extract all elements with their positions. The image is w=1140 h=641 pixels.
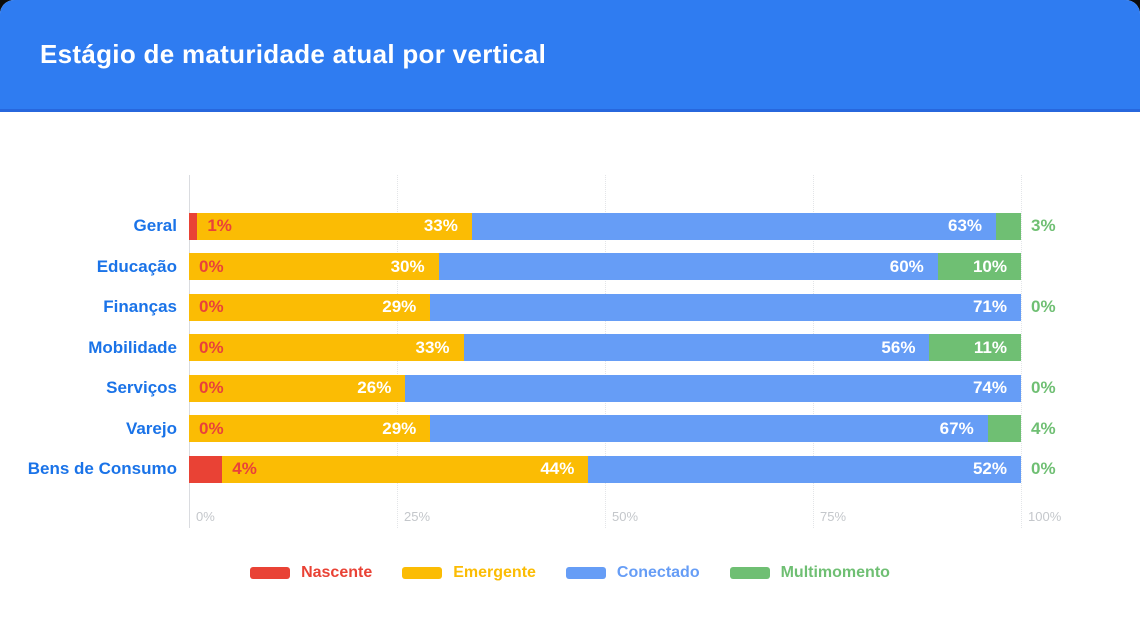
segment-emergente: 0% 33% xyxy=(189,334,464,362)
axis-tick-label: 0% xyxy=(196,509,215,524)
segment-nascente xyxy=(189,455,223,483)
value-label-conectado: 56% xyxy=(881,337,916,357)
bar-track: 1% 33% 63% 3% xyxy=(189,212,1056,240)
value-label-nascente: 1% xyxy=(207,216,232,236)
segment-emergente: 1% 33% xyxy=(197,212,472,240)
legend-item-multimomento: Multimomento xyxy=(729,564,890,582)
value-label-multimomento: 11% xyxy=(973,337,1007,357)
category-label: Serviços xyxy=(106,378,177,398)
value-label-emergente: 29% xyxy=(382,297,417,317)
segment-emergente: 4% 44% xyxy=(222,455,589,483)
category-label: Bens de Consumo xyxy=(27,459,177,479)
segment-multimomento xyxy=(987,415,1021,443)
bar-row: Varejo 0% 29% 67% 4% xyxy=(126,409,1056,450)
legend-item-conectado: Conectado xyxy=(565,564,700,582)
segment-multimomento: 10% xyxy=(937,253,1021,281)
value-label-emergente: 29% xyxy=(382,418,417,438)
bar-row: Finanças 0% 29% 71% 0% xyxy=(103,287,1056,328)
value-label-conectado: 60% xyxy=(889,256,924,276)
legend-swatch xyxy=(250,567,291,579)
value-label-emergente: 44% xyxy=(540,459,575,479)
bar-row: Educação 0% 30% 60% 10% xyxy=(97,247,1021,288)
value-label-emergente: 26% xyxy=(357,378,392,398)
segment-conectado: 74% xyxy=(405,374,1021,402)
legend-swatch xyxy=(729,567,770,579)
legend: Nascente Emergente Conectado Multimomento xyxy=(0,564,1140,582)
bar-track: 0% 29% 67% 4% xyxy=(189,415,1056,443)
bar-track: 4% 44% 52% 0% xyxy=(189,455,1056,483)
page-title: Estágio de maturidade atual por vertical xyxy=(40,39,547,69)
axis-tick-label: 100% xyxy=(1028,509,1062,524)
value-label-emergente: 33% xyxy=(415,337,450,357)
bar-track: 0% 33% 56% 11% xyxy=(189,334,1021,362)
title-banner: Estágio de maturidade atual por vertical xyxy=(0,0,1140,112)
value-label-nascente: 0% xyxy=(199,297,224,317)
gridline xyxy=(1021,175,1022,528)
bar-row: Serviços 0% 26% 74% 0% xyxy=(106,368,1056,409)
value-label-nascente: 0% xyxy=(199,256,224,276)
category-label: Finanças xyxy=(103,297,177,317)
legend-label: Nascente xyxy=(301,564,373,581)
segment-conectado: 71% xyxy=(430,293,1021,321)
bar-row: Mobilidade 0% 33% 56% 11% xyxy=(88,328,1021,369)
value-label-multimomento: 10% xyxy=(972,256,1007,276)
legend-label: Emergente xyxy=(453,564,536,581)
bar-track: 0% 29% 71% 0% xyxy=(189,293,1056,321)
axis-tick-label: 50% xyxy=(612,509,639,524)
value-label-emergente: 30% xyxy=(390,256,425,276)
legend-swatch xyxy=(402,567,443,579)
segment-conectado: 67% xyxy=(430,415,988,443)
segment-multimomento: 11% xyxy=(929,334,1021,362)
segment-conectado: 56% xyxy=(463,334,930,362)
value-label-emergente: 33% xyxy=(423,216,458,236)
segment-nascente xyxy=(189,212,198,240)
category-label: Geral xyxy=(133,216,177,236)
segment-emergente: 0% 26% xyxy=(189,374,406,402)
value-label-nascente: 0% xyxy=(199,418,224,438)
value-label-multimomento: 4% xyxy=(1031,418,1056,438)
value-label-conectado: 74% xyxy=(972,378,1007,398)
value-label-conectado: 63% xyxy=(947,216,983,236)
value-label-conectado: 52% xyxy=(972,459,1007,479)
legend-item-nascente: Nascente xyxy=(250,564,372,582)
bar-row: Bens de Consumo 4% 44% 52% 0% xyxy=(28,449,1056,490)
value-label-multimomento: 3% xyxy=(1031,216,1056,236)
legend-label: Multimomento xyxy=(780,564,890,581)
segment-emergente: 0% 29% xyxy=(189,415,431,443)
value-label-conectado: 71% xyxy=(972,297,1007,317)
axis-tick-label: 25% xyxy=(404,509,431,524)
value-label-nascente: 0% xyxy=(199,337,224,357)
segment-conectado: 60% xyxy=(438,253,938,281)
bar-track: 0% 26% 74% 0% xyxy=(189,374,1056,402)
legend-label: Conectado xyxy=(616,564,700,581)
category-label: Varejo xyxy=(125,418,177,438)
legend-swatch xyxy=(565,567,606,579)
category-label: Educação xyxy=(96,256,177,276)
value-label-conectado: 67% xyxy=(939,418,974,438)
segment-conectado: 63% xyxy=(471,212,997,240)
bar-track: 0% 30% 60% 10% xyxy=(189,253,1021,281)
segment-emergente: 0% 30% xyxy=(189,253,439,281)
value-label-nascente: 4% xyxy=(232,459,257,479)
value-label-multimomento: 0% xyxy=(1031,297,1056,317)
segment-multimomento xyxy=(996,212,1021,240)
category-label: Mobilidade xyxy=(88,337,177,357)
segment-conectado: 52% xyxy=(588,455,1021,483)
legend-item-emergente: Emergente xyxy=(402,564,536,582)
value-label-nascente: 0% xyxy=(199,378,224,398)
plot-area: Geral 1% 33% 63% 3% Educação 0% 30% 60% 10% Finanç… xyxy=(28,175,1061,528)
value-label-multimomento: 0% xyxy=(1031,378,1056,398)
bar-row: Geral 1% 33% 63% 3% xyxy=(134,206,1056,247)
axis-tick-label: 75% xyxy=(820,509,847,524)
segment-emergente: 0% 29% xyxy=(189,293,431,321)
bar-rows: Geral 1% 33% 63% 3% Educação 0% 30% 60% 10% Finanç… xyxy=(28,206,1056,490)
value-label-multimomento: 0% xyxy=(1031,459,1056,479)
